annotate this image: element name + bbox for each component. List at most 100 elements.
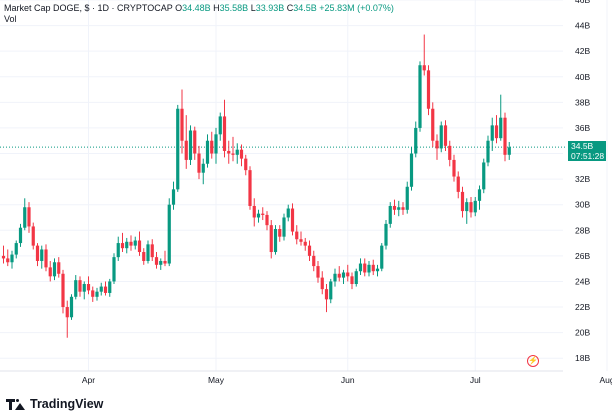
candle-body — [112, 257, 116, 282]
candle-body — [103, 286, 108, 293]
candle — [286, 204, 290, 222]
candle-body — [443, 125, 448, 146]
candle-body — [18, 227, 23, 244]
candle-body — [10, 254, 14, 263]
y-axis: 18B20B22B24B26B28B30B32B34B36B38B40B42B4… — [575, 0, 590, 363]
candle — [27, 202, 31, 233]
candle — [295, 225, 299, 245]
y-tick-label: 42B — [575, 46, 590, 56]
candle — [452, 154, 456, 182]
candle — [456, 171, 460, 199]
candle-body — [273, 228, 278, 253]
candle — [10, 250, 14, 269]
candle-body — [354, 271, 358, 285]
candle — [397, 200, 401, 217]
candle-body — [503, 117, 507, 155]
candle-body — [384, 223, 388, 246]
candle — [86, 276, 91, 295]
candle — [435, 134, 439, 160]
candle — [6, 249, 10, 267]
candle-body — [316, 266, 320, 278]
candle-body — [91, 290, 95, 297]
candle — [201, 158, 205, 185]
bar-countdown: 07:51:28 — [571, 151, 605, 161]
candle — [371, 259, 375, 276]
candle-body — [154, 257, 159, 265]
candle-body — [231, 153, 235, 155]
candle — [244, 154, 248, 176]
candle-body — [52, 262, 57, 277]
candle-body — [278, 228, 282, 237]
candle — [320, 271, 324, 295]
candle-body — [452, 159, 456, 177]
candle — [171, 181, 176, 210]
candle-body — [320, 277, 324, 290]
candle — [210, 131, 214, 159]
candle-body — [129, 241, 133, 246]
open-value: 34.48B — [182, 3, 211, 13]
candle — [388, 202, 392, 228]
candle-body — [507, 147, 511, 155]
y-tick-label: 36B — [575, 123, 590, 133]
candle — [193, 126, 197, 160]
candle-body — [137, 240, 142, 253]
candle-body — [205, 140, 210, 164]
candle-body — [74, 280, 78, 297]
candle — [269, 220, 273, 259]
candle — [95, 287, 99, 301]
candle — [65, 300, 69, 338]
y-tick-label: 28B — [575, 225, 590, 235]
volume-label[interactable]: Vol — [4, 14, 17, 24]
candle-body — [414, 127, 418, 154]
candle — [112, 253, 116, 285]
tradingview-logo-icon — [6, 398, 26, 410]
candle — [460, 186, 465, 218]
candle-body — [86, 284, 91, 291]
candle-body — [222, 116, 227, 151]
x-tick-label: Apr — [82, 375, 95, 385]
close-value: 34.5B — [293, 3, 317, 13]
candle — [125, 237, 129, 254]
candle-body — [477, 189, 482, 201]
lightning-icon[interactable]: ⚡ — [527, 355, 539, 367]
candle — [303, 237, 307, 251]
candle — [252, 198, 256, 227]
candle — [507, 142, 511, 160]
candle-body — [99, 286, 103, 292]
candle-body — [418, 65, 422, 128]
candle — [69, 294, 74, 320]
candle — [154, 252, 159, 269]
candle — [205, 134, 210, 168]
candle — [363, 258, 367, 277]
candle — [316, 260, 320, 283]
candle — [490, 117, 494, 151]
candle-body — [380, 245, 384, 269]
candle-body — [163, 260, 167, 264]
candle-body — [401, 207, 405, 210]
candle — [439, 121, 443, 153]
y-tick-label: 32B — [575, 174, 590, 184]
tradingview-logo[interactable]: TradingView — [6, 397, 103, 411]
candle — [299, 231, 303, 246]
candle — [312, 250, 316, 272]
candle-body — [108, 281, 112, 293]
candle — [227, 140, 231, 164]
candle — [184, 115, 188, 169]
candle-body — [210, 140, 214, 154]
candle — [329, 278, 333, 304]
candle — [188, 125, 193, 166]
candle-body — [388, 205, 392, 224]
candle-body — [188, 130, 193, 160]
candle-body — [23, 207, 27, 228]
candle-body — [235, 149, 239, 155]
candle — [137, 231, 142, 256]
candle — [265, 211, 269, 231]
candle — [1, 245, 6, 264]
candle — [273, 225, 278, 255]
candle-body — [307, 245, 312, 256]
candle — [108, 278, 112, 297]
candle-body — [57, 262, 61, 274]
candle-body — [392, 205, 397, 210]
candle — [120, 232, 125, 253]
candle — [380, 243, 384, 272]
